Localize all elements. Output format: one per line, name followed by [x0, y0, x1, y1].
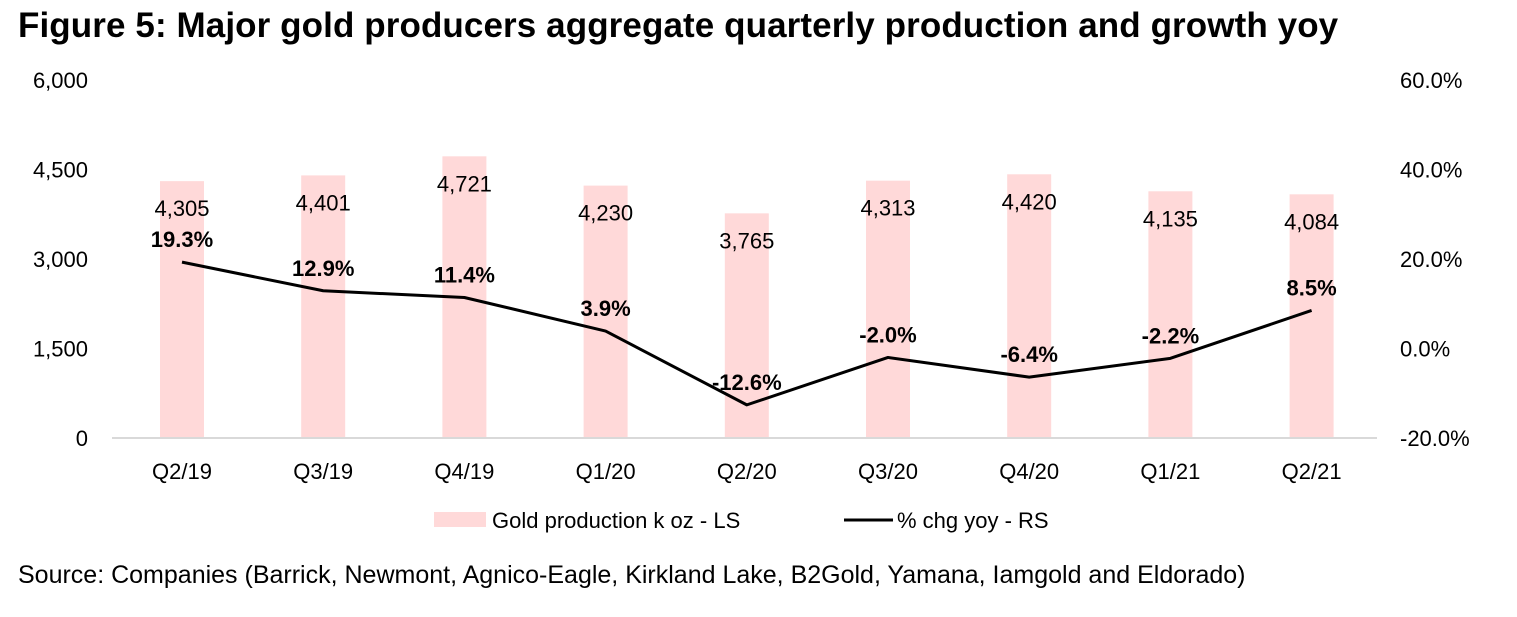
x-axis-tick-label: Q2/21	[1282, 459, 1342, 484]
line-data-label: 3.9%	[581, 296, 631, 321]
x-axis-tick-label: Q1/21	[1140, 459, 1200, 484]
bar	[1007, 174, 1052, 439]
line-data-label: 12.9%	[292, 256, 354, 281]
right-axis-tick-label: 40.0%	[1400, 158, 1462, 183]
bar	[301, 175, 346, 439]
left-axis-tick-label: 1,500	[33, 337, 88, 362]
left-axis-tick-label: 3,000	[33, 247, 88, 272]
right-axis-tick-label: 0.0%	[1400, 337, 1450, 362]
left-axis-tick-label: 4,500	[33, 158, 88, 183]
x-axis-tick-label: Q4/20	[999, 459, 1059, 484]
line-data-label: -2.0%	[859, 322, 916, 347]
line-data-labels: 19.3% 12.9% 11.4% 3.9% -12.6% -2.0% -6.4% -2.2%…	[151, 227, 1337, 395]
line-data-label: 8.5%	[1287, 275, 1337, 300]
right-axis-tick-label: -20.0%	[1400, 426, 1470, 451]
left-axis-ticks: 0 1,500 3,000 4,500 6,000	[33, 68, 88, 451]
bar	[1148, 191, 1193, 438]
x-axis-tick-label: Q1/20	[576, 459, 636, 484]
bar-data-label: 4,305	[154, 196, 209, 221]
right-axis-tick-label: 20.0%	[1400, 247, 1462, 272]
pct-change-line	[181, 260, 1313, 407]
legend-label-bar: Gold production k oz - LS	[492, 508, 740, 533]
legend-label-line: % chg yoy - RS	[897, 508, 1049, 533]
x-axis-ticks: Q2/19 Q3/19 Q4/19 Q1/20 Q2/20 Q3/20 Q4/20 Q1/21…	[152, 459, 1342, 484]
bar	[583, 185, 628, 438]
bar-data-label: 4,084	[1284, 209, 1339, 234]
bar-data-label: 4,721	[437, 171, 492, 196]
bar-data-label: 4,230	[578, 201, 633, 226]
right-axis-tick-label: 60.0%	[1400, 68, 1462, 93]
x-axis-tick-label: Q4/19	[434, 459, 494, 484]
legend: Gold production k oz - LS % chg yoy - RS	[434, 508, 1049, 533]
bar-data-label: 3,765	[719, 228, 774, 253]
bar	[160, 181, 204, 438]
chart-title: Figure 5: Major gold producers aggregate…	[18, 6, 1339, 45]
source-note: Source: Companies (Barrick, Newmont, Agn…	[18, 561, 1246, 589]
line-data-label: 19.3%	[151, 227, 213, 252]
bar-series	[160, 156, 1334, 439]
x-axis-tick-label: Q2/20	[717, 459, 777, 484]
x-axis-tick-label: Q3/20	[858, 459, 918, 484]
bar-data-label: 4,401	[296, 190, 351, 215]
line-data-label: -12.6%	[712, 370, 782, 395]
left-axis-tick-label: 6,000	[33, 68, 88, 93]
bar-data-label: 4,135	[1143, 206, 1198, 231]
bar-data-label: 4,313	[860, 196, 915, 221]
x-axis-tick-label: Q2/19	[152, 459, 212, 484]
x-axis-tick-label: Q3/19	[293, 459, 353, 484]
line-data-label: -6.4%	[1000, 342, 1057, 367]
right-axis-ticks: -20.0% 0.0% 20.0% 40.0% 60.0%	[1400, 68, 1470, 451]
line-data-label: -2.2%	[1142, 323, 1199, 348]
bar-data-labels: 4,305 4,401 4,721 4,230 3,765 4,313 4,420 4,135…	[154, 171, 1339, 253]
left-axis-tick-label: 0	[76, 426, 88, 451]
line-data-label: 11.4%	[434, 262, 495, 287]
bar	[866, 180, 910, 439]
legend-swatch-bar	[434, 512, 486, 527]
bar-data-label: 4,420	[1002, 189, 1057, 214]
